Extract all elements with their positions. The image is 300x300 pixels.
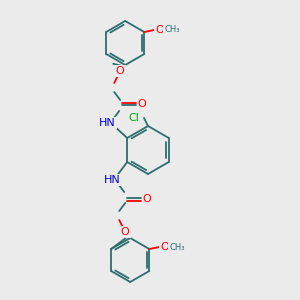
Text: CH₃: CH₃ bbox=[164, 26, 180, 34]
Text: HN: HN bbox=[104, 175, 121, 185]
Text: CH₃: CH₃ bbox=[169, 242, 185, 251]
Text: HN: HN bbox=[99, 118, 116, 128]
Text: O: O bbox=[160, 242, 169, 252]
Text: O: O bbox=[116, 66, 124, 76]
Text: O: O bbox=[155, 25, 164, 35]
Text: O: O bbox=[121, 227, 130, 237]
Text: Cl: Cl bbox=[129, 113, 140, 123]
Text: O: O bbox=[138, 99, 147, 109]
Text: O: O bbox=[143, 194, 152, 204]
